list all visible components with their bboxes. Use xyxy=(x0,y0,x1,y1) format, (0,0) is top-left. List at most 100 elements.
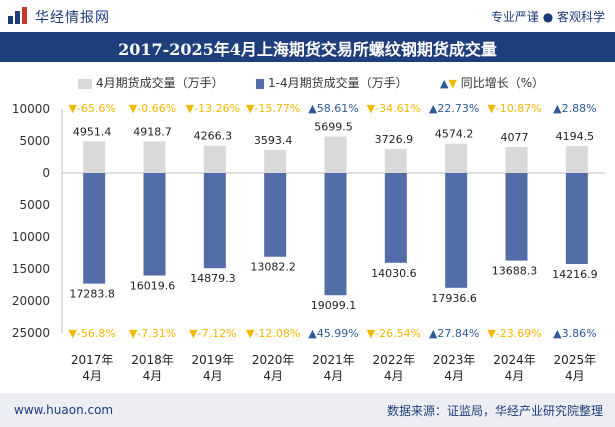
y-tick-label: 15000 xyxy=(12,262,50,276)
y-tick-label: 10000 xyxy=(12,102,50,116)
chart-area: 10000 5000 0 5000 10000 15000 20000 25000 4951.4… xyxy=(12,102,605,383)
bar-april xyxy=(143,141,166,173)
data-label-cumulative: 14030.6 xyxy=(371,267,417,280)
data-label-april: 3593.4 xyxy=(254,134,293,147)
yoy-april-label: ▲22.73% xyxy=(429,102,479,115)
bar-cumulative xyxy=(384,173,407,263)
yoy-april-label: ▼-65.6% xyxy=(68,102,115,115)
x-tick-label: 2018年 xyxy=(131,353,174,367)
bar-april xyxy=(505,146,528,173)
y-tick-label: 25000 xyxy=(12,326,50,340)
logo-icon xyxy=(8,7,27,24)
bar-cumulative xyxy=(203,173,226,269)
y-tick-label: 20000 xyxy=(12,294,50,308)
data-label-april: 5699.5 xyxy=(314,121,353,134)
y-tick-label: 0 xyxy=(42,166,50,180)
data-label-april: 4951.4 xyxy=(73,125,112,138)
x-tick-label: 2022年 xyxy=(373,353,416,367)
yoy-cumulative-label: ▼-26.54% xyxy=(367,327,421,340)
data-label-cumulative: 19099.1 xyxy=(311,299,357,312)
bar-cumulative xyxy=(143,173,166,276)
yoy-april-label: ▼-10.87% xyxy=(487,102,541,115)
data-label-april: 4574.2 xyxy=(435,128,474,141)
yoy-cumulative-label: ▼-56.8% xyxy=(68,327,115,340)
yoy-cumulative-label: ▼-7.12% xyxy=(189,327,236,340)
bar-april xyxy=(324,136,347,173)
source-note: 数据来源：证监局，华经产业研究院整理 xyxy=(386,404,603,418)
data-label-cumulative: 14216.9 xyxy=(552,268,598,281)
chart-title: 2017-2025年4月上海期货交易所螺纹钢期货成交量 xyxy=(118,40,497,59)
legend-label-april: 4月期货成交量（万手） xyxy=(96,76,224,90)
x-tick-label-month: 4月 xyxy=(143,369,163,383)
y-tick-label: 5000 xyxy=(19,134,50,148)
data-label-april: 4266.3 xyxy=(194,130,233,143)
legend-label-cumulative: 1-4月期货成交量（万手） xyxy=(268,76,408,90)
bar-cumulative xyxy=(565,173,588,264)
x-tick-label-month: 4月 xyxy=(203,369,223,383)
legend-swatch-cumulative xyxy=(256,78,264,89)
legend: 4月期货成交量（万手） 1-4月期货成交量（万手） ▲▼ 同比增长（%） xyxy=(0,72,615,94)
bar-april xyxy=(264,150,287,173)
x-tick-label-month: 4月 xyxy=(82,369,102,383)
legend-item-cumulative: 1-4月期货成交量（万手） xyxy=(256,74,408,91)
x-tick-label: 2019年 xyxy=(192,353,235,367)
bar-cumulative xyxy=(83,173,106,284)
x-tick-label-month: 4月 xyxy=(444,369,464,383)
x-tick-label-month: 4月 xyxy=(505,369,525,383)
data-label-cumulative: 17283.8 xyxy=(69,288,115,301)
legend-swatch-april xyxy=(78,78,92,89)
y-tick-label: 10000 xyxy=(12,230,50,244)
bar-april xyxy=(445,143,468,173)
up-triangle-icon: ▲ xyxy=(440,77,449,90)
data-label-april: 4194.5 xyxy=(556,130,595,143)
yoy-cumulative-label: ▲3.86% xyxy=(553,327,596,340)
data-label-april: 4077 xyxy=(501,131,529,144)
data-label-cumulative: 13082.2 xyxy=(250,261,296,274)
yoy-cumulative-label: ▲27.84% xyxy=(429,327,479,340)
x-tick-label: 2017年 xyxy=(71,353,114,367)
bar-april xyxy=(384,149,407,173)
yoy-april-label: ▼-15.77% xyxy=(246,102,300,115)
down-triangle-icon: ▼ xyxy=(448,77,457,90)
bar-april xyxy=(203,145,226,173)
tagline: 专业严谨 ● 客观科学 xyxy=(490,10,605,24)
yoy-april-label: ▼-34.61% xyxy=(367,102,421,115)
data-label-april: 4918.7 xyxy=(133,126,172,139)
bar-cumulative xyxy=(505,173,528,261)
x-tick-label: 2024年 xyxy=(493,353,536,367)
x-tick-label-month: 4月 xyxy=(263,369,283,383)
x-tick-label: 2020年 xyxy=(252,353,295,367)
yoy-cumulative-label: ▲45.99% xyxy=(308,327,358,340)
bar-april xyxy=(565,146,588,173)
bar-cumulative xyxy=(445,173,468,288)
yoy-cumulative-label: ▼-7.31% xyxy=(129,327,176,340)
data-label-cumulative: 17936.6 xyxy=(431,292,477,305)
yoy-april-label: ▼-13.26% xyxy=(186,102,240,115)
brand-name: 华经情报网 xyxy=(35,10,110,26)
y-tick-label: 5000 xyxy=(19,198,50,212)
legend-item-yoy: ▲▼ 同比增长（%） xyxy=(440,74,544,91)
yoy-cumulative-label: ▼-12.08% xyxy=(246,327,300,340)
bar-april xyxy=(83,141,106,173)
yoy-cumulative-label: ▼-23.69% xyxy=(487,327,541,340)
title-band xyxy=(0,32,615,62)
bar-cumulative xyxy=(264,173,287,257)
x-tick-label: 2023年 xyxy=(433,353,476,367)
yoy-april-label: ▲58.61% xyxy=(308,102,358,115)
bar-cumulative xyxy=(324,173,347,296)
legend-label-yoy: 同比增长（%） xyxy=(460,76,545,90)
x-tick-label-month: 4月 xyxy=(384,369,404,383)
top-bar: 华经情报网 专业严谨 ● 客观科学 xyxy=(0,0,615,32)
legend-item-april: 4月期货成交量（万手） xyxy=(78,74,224,91)
x-tick-label-month: 4月 xyxy=(324,369,344,383)
x-tick-label: 2021年 xyxy=(312,353,355,367)
footer xyxy=(0,393,615,427)
yoy-april-label: ▲2.88% xyxy=(553,102,596,115)
site-url: www.huaon.com xyxy=(14,403,114,417)
data-label-april: 3726.9 xyxy=(375,133,414,146)
data-label-cumulative: 13688.3 xyxy=(492,265,538,278)
x-tick-label-month: 4月 xyxy=(565,369,585,383)
x-tick-label: 2025年 xyxy=(554,353,597,367)
data-label-cumulative: 16019.6 xyxy=(130,280,176,293)
yoy-april-label: ▼-0.66% xyxy=(129,102,176,115)
